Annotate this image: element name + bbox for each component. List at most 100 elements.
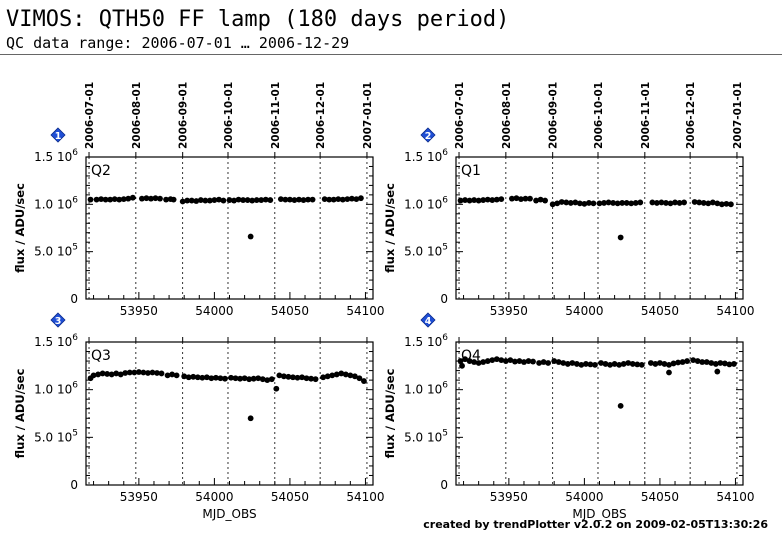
y-axis-label: flux / ADU/sec bbox=[13, 368, 27, 458]
data-point bbox=[625, 360, 632, 366]
data-point bbox=[268, 376, 275, 383]
x-tick-label: 54100 bbox=[716, 304, 754, 318]
data-point bbox=[657, 360, 663, 366]
data-point bbox=[638, 361, 645, 368]
data-point bbox=[723, 200, 730, 207]
data-point bbox=[728, 201, 734, 208]
data-point bbox=[299, 374, 305, 381]
data-point bbox=[471, 197, 478, 203]
data-point bbox=[525, 358, 532, 364]
x-tick-label: 53950 bbox=[120, 304, 158, 318]
data-point bbox=[213, 374, 219, 381]
data-point bbox=[522, 195, 529, 202]
date-tick-label: 2006-11-01 bbox=[270, 82, 282, 149]
data-point bbox=[466, 197, 473, 204]
data-point bbox=[530, 358, 536, 365]
data-point bbox=[518, 196, 524, 203]
panel-id-diamond bbox=[50, 127, 66, 143]
data-point bbox=[459, 362, 465, 369]
data-point bbox=[637, 199, 644, 206]
data-point bbox=[507, 357, 514, 364]
data-point bbox=[113, 370, 120, 377]
data-point bbox=[703, 359, 710, 365]
data-point bbox=[170, 196, 177, 203]
data-point bbox=[610, 200, 616, 206]
x-tick-label: 53950 bbox=[490, 490, 528, 504]
data-point bbox=[537, 196, 544, 203]
data-point bbox=[652, 361, 659, 367]
data-point bbox=[684, 358, 691, 364]
data-point bbox=[516, 358, 523, 364]
data-point bbox=[262, 196, 269, 203]
date-tick-label: 2006-09-01 bbox=[178, 82, 190, 149]
data-point bbox=[726, 361, 733, 368]
y-tick-label: 0 bbox=[70, 478, 78, 492]
data-point bbox=[206, 197, 213, 204]
data-point bbox=[484, 196, 491, 203]
data-point bbox=[228, 374, 234, 381]
data-point bbox=[163, 196, 169, 203]
data-point bbox=[211, 197, 218, 203]
y-axis-label: flux / ADU/sec bbox=[13, 183, 27, 273]
data-point bbox=[717, 360, 724, 366]
data-point bbox=[246, 376, 253, 383]
data-point bbox=[598, 360, 604, 366]
data-point bbox=[587, 361, 594, 368]
data-point bbox=[117, 371, 124, 378]
data-point bbox=[601, 200, 607, 206]
data-point bbox=[164, 372, 171, 379]
y-tick-label: 1.0 106 bbox=[404, 195, 448, 211]
data-point bbox=[108, 371, 115, 378]
data-point bbox=[226, 197, 233, 203]
data-point bbox=[158, 370, 165, 377]
x-tick-label: 54000 bbox=[195, 490, 233, 504]
data-point bbox=[708, 360, 715, 366]
data-point bbox=[576, 200, 583, 207]
data-point bbox=[258, 197, 265, 203]
data-point bbox=[533, 197, 539, 204]
data-point bbox=[324, 373, 331, 380]
data-point bbox=[667, 200, 674, 207]
data-point bbox=[193, 198, 200, 204]
data-point bbox=[290, 374, 296, 381]
y-tick-label: 0 bbox=[440, 292, 448, 306]
data-point bbox=[351, 373, 358, 380]
data-point bbox=[462, 197, 468, 203]
data-point bbox=[104, 371, 111, 377]
data-point bbox=[670, 360, 677, 367]
data-point bbox=[629, 361, 636, 367]
data-point bbox=[202, 197, 209, 204]
data-point bbox=[508, 195, 515, 202]
qc-data-range: QC data range: 2006-07-01 … 2006-12-29 bbox=[6, 34, 350, 52]
data-point bbox=[90, 372, 97, 379]
data-point bbox=[194, 374, 201, 381]
data-point bbox=[143, 195, 150, 202]
data-point bbox=[116, 196, 123, 203]
data-point bbox=[93, 196, 100, 203]
data-point bbox=[549, 201, 556, 208]
data-point bbox=[632, 200, 639, 206]
x-tick-label: 54100 bbox=[716, 490, 754, 504]
data-point bbox=[620, 361, 627, 367]
x-tick-label: 54050 bbox=[641, 490, 679, 504]
data-point bbox=[253, 197, 260, 203]
data-point bbox=[658, 199, 665, 206]
data-point bbox=[592, 361, 598, 368]
data-point bbox=[333, 371, 340, 378]
date-tick-label: 2006-09-01 bbox=[548, 82, 560, 149]
y-tick-label: 5.0 105 bbox=[404, 243, 448, 259]
date-tick-label: 2006-11-01 bbox=[640, 82, 652, 149]
data-point bbox=[296, 196, 302, 203]
y-tick-label: 1.5 106 bbox=[34, 333, 78, 349]
date-tick-label: 2007-01-01 bbox=[732, 82, 744, 149]
y-tick-label: 1.0 106 bbox=[34, 195, 78, 211]
data-point bbox=[614, 200, 621, 207]
data-point bbox=[586, 200, 592, 206]
panel-label: Q2 bbox=[91, 163, 111, 179]
data-point bbox=[628, 200, 635, 207]
data-point bbox=[564, 361, 571, 367]
data-point bbox=[120, 196, 127, 203]
data-point bbox=[169, 371, 176, 378]
data-point bbox=[475, 197, 482, 204]
data-point bbox=[712, 361, 719, 367]
